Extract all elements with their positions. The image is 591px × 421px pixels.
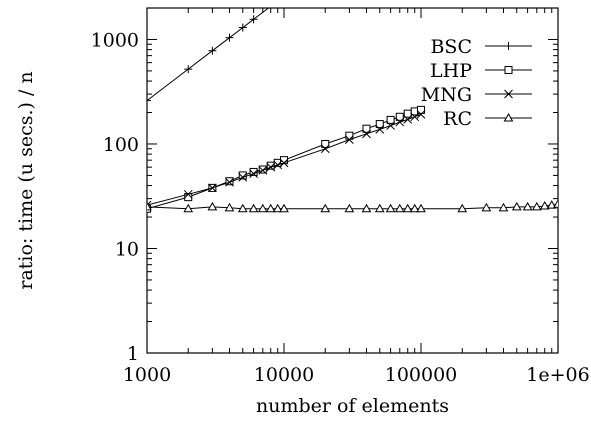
data-point-rc — [416, 203, 426, 213]
data-point-rc — [498, 202, 509, 212]
data-point-bsc — [184, 65, 193, 74]
data-point-rc — [344, 203, 355, 213]
data-point-mng — [183, 189, 193, 199]
plot-frame-group — [146, 7, 559, 354]
data-point-rc — [522, 201, 533, 211]
data-point-lhp — [403, 109, 412, 118]
data-point-rc — [265, 203, 276, 213]
data-point-rc — [272, 203, 283, 213]
legend-label-rc: RC — [443, 108, 472, 130]
data-point-rc — [457, 203, 468, 213]
data-point-lhp — [258, 165, 267, 174]
data-point-mng — [320, 144, 330, 154]
data-point-mng — [208, 183, 217, 193]
series-line-rc — [147, 203, 558, 210]
x-tick-label: 100000 — [385, 364, 458, 386]
x-tick-label: 1000 — [123, 364, 171, 386]
data-point-mng — [386, 121, 395, 130]
data-point-rc — [183, 203, 194, 213]
data-point-rc — [385, 203, 396, 213]
legend-label-bsc: BSC — [430, 36, 472, 58]
data-point-mng — [279, 158, 289, 168]
data-point-rc — [248, 203, 259, 213]
plot-area — [147, 8, 558, 213]
plot-frame — [146, 7, 559, 354]
data-point-rc — [361, 203, 372, 213]
x-tick-label: 10000 — [254, 364, 314, 386]
y-tick-label: 1000 — [91, 29, 139, 51]
legend-marker-lhp — [504, 66, 513, 74]
data-point-rc — [147, 201, 152, 211]
data-point-lhp — [345, 131, 354, 140]
data-point-rc — [539, 200, 550, 210]
data-point-lhp — [362, 124, 371, 133]
data-point-rc — [546, 200, 557, 209]
data-point-bsc — [225, 33, 234, 42]
data-point-mng — [375, 125, 385, 134]
y-tick-label: 1 — [127, 343, 139, 365]
data-point-rc — [394, 203, 405, 213]
data-point-rc — [279, 203, 289, 213]
legend-marker-rc — [503, 112, 514, 122]
series-line-bsc — [147, 8, 270, 101]
legend-label-mng: MNG — [421, 84, 472, 106]
data-point-mng — [416, 110, 426, 119]
data-point-mng — [403, 115, 413, 124]
data-point-mng — [362, 129, 371, 139]
data-point-lhp — [395, 112, 404, 121]
data-point-mng — [266, 162, 276, 172]
data-point-rc — [409, 203, 420, 213]
data-point-bsc — [208, 46, 217, 55]
ticks-group: 1000 10000 100000 1e+06 1 10 100 1000 — [91, 7, 590, 386]
data-point-rc — [481, 202, 492, 212]
data-point-mng — [273, 160, 283, 170]
legend-marker-mng — [504, 89, 513, 99]
data-point-mng — [249, 169, 258, 179]
y-tick-label: 100 — [103, 134, 139, 156]
data-point-rc — [237, 203, 248, 213]
data-point-rc — [257, 203, 268, 213]
data-point-lhp — [375, 120, 384, 129]
data-point-rc — [207, 201, 218, 211]
data-point-mng — [345, 135, 354, 145]
data-point-rc — [402, 203, 413, 213]
legend-marker-bsc — [504, 42, 513, 50]
x-axis-label: number of elements — [256, 395, 449, 417]
data-point-bsc — [249, 15, 258, 24]
data-point-rc — [374, 203, 385, 213]
data-point-rc — [224, 202, 235, 212]
data-point-rc — [553, 199, 558, 208]
data-point-mng — [395, 117, 405, 127]
data-point-lhp — [386, 115, 395, 124]
data-point-mng — [238, 172, 248, 182]
data-point-lhp — [417, 105, 425, 114]
y-tick-label: 10 — [115, 238, 139, 260]
y-axis-label: ratio: time (u secs.) / n — [15, 71, 37, 289]
data-point-lhp — [321, 139, 330, 148]
data-point-rc — [511, 201, 522, 211]
x-tick-label: 1e+06 — [526, 364, 589, 386]
data-point-mng — [258, 165, 268, 175]
data-point-lhp — [238, 171, 247, 180]
data-point-mng — [225, 177, 234, 187]
data-point-bsc — [147, 96, 151, 105]
series-group — [147, 8, 558, 213]
data-point-rc — [531, 201, 542, 211]
legend-label-lhp: LHP — [430, 60, 472, 82]
data-point-bsc — [238, 23, 247, 32]
data-point-rc — [320, 203, 331, 213]
data-point-lhp — [280, 156, 288, 165]
data-point-mng — [410, 112, 420, 122]
